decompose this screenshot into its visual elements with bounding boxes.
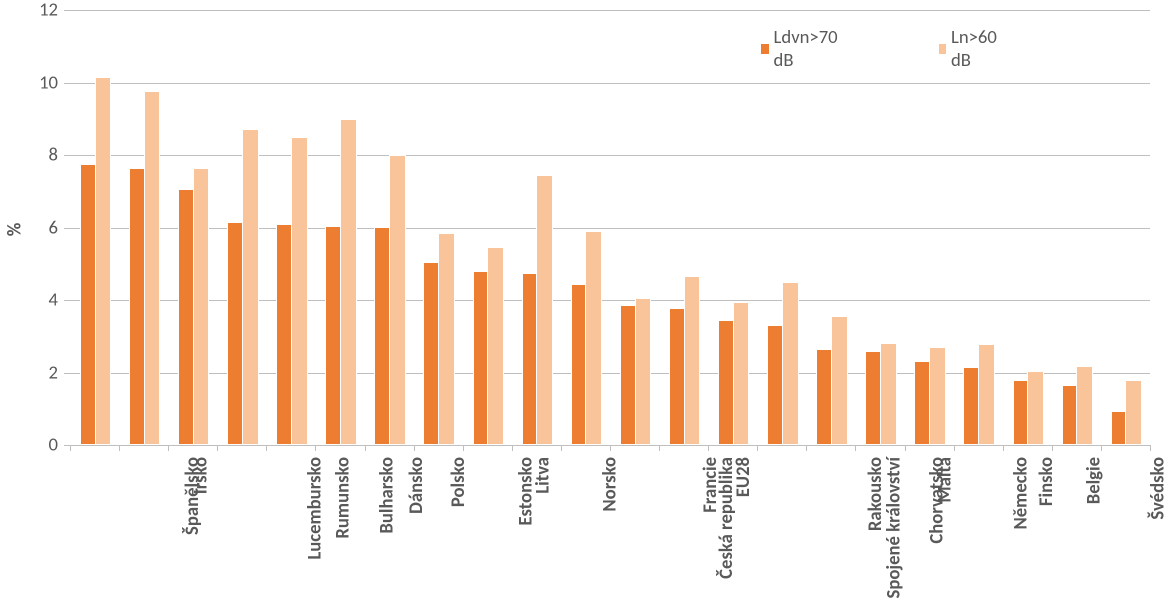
bar-ln-60-db (193, 168, 210, 446)
x-tick-label: Lucembursko (303, 457, 326, 560)
x-tick-mark (365, 445, 366, 451)
x-tick-label: Rumunsko (331, 457, 354, 539)
bar-ln-60-db (1125, 380, 1142, 445)
bar-ln-60-db (929, 347, 946, 445)
x-tick-label: Švédsko (1147, 457, 1170, 520)
bar-ln-60-db (291, 137, 308, 445)
y-axis-title: % (3, 222, 26, 236)
bar-ln-60-db (585, 231, 602, 445)
bar-ln-60-db (340, 119, 357, 445)
x-tick-mark (708, 445, 709, 451)
x-tick-mark (512, 445, 513, 451)
x-tick-mark (315, 445, 316, 451)
x-tick-label: Finsko (1035, 457, 1058, 506)
bar-ln-60-db (1076, 366, 1093, 445)
x-tick-label: Bulharsko (375, 457, 398, 534)
bar-ln-60-db (438, 233, 455, 445)
bar-ln-60-db (389, 155, 406, 445)
legend-label: Ldvn>70 dB (774, 26, 841, 72)
x-tick-label: Francie (698, 457, 721, 513)
x-tick-mark (266, 445, 267, 451)
bar-ln-60-db (536, 175, 553, 445)
bar-ln-60-db (831, 316, 848, 445)
bar-ln-60-db (487, 247, 504, 445)
bar-ln-60-db (1027, 371, 1044, 446)
bar-ln-60-db (95, 77, 112, 445)
bar-ln-60-db (635, 298, 652, 445)
legend-swatch (938, 43, 947, 55)
x-tick-mark (757, 445, 758, 451)
x-tick-label: Dánsko (405, 457, 428, 514)
bar-ln-60-db (782, 282, 799, 445)
x-tick-label: Litva (532, 457, 555, 494)
x-tick-label: Malta (934, 457, 957, 503)
bar-ln-60-db (880, 343, 897, 445)
x-tick-mark (414, 445, 415, 451)
y-tick-label: 2 (0, 361, 58, 384)
x-tick-mark (1003, 445, 1004, 451)
bar-ln-60-db (733, 302, 750, 445)
bar-ln-60-db (684, 276, 701, 445)
x-tick-mark (1150, 445, 1151, 451)
x-tick-label: Belgie (1083, 457, 1106, 504)
bar-ln-60-db (978, 344, 995, 445)
x-tick-mark (855, 445, 856, 451)
x-tick-label: Rakousko (864, 457, 887, 531)
x-tick-mark (70, 445, 71, 451)
x-tick-mark (659, 445, 660, 451)
legend-item: Ldvn>70 dB (760, 26, 840, 72)
x-tick-label: Irsko (189, 457, 212, 494)
x-tick-mark (119, 445, 120, 451)
y-tick-label: 4 (0, 289, 58, 312)
y-tick-label: 8 (0, 144, 58, 167)
x-tick-label: Německo (1010, 457, 1033, 530)
x-tick-label: Norsko (599, 457, 622, 512)
x-tick-mark (168, 445, 169, 451)
x-tick-mark (1052, 445, 1053, 451)
bar-ln-60-db (242, 129, 259, 445)
x-tick-mark (610, 445, 611, 451)
x-tick-mark (905, 445, 906, 451)
x-tick-mark (217, 445, 218, 451)
x-tick-mark (1101, 445, 1102, 451)
x-tick-label: EU28 (732, 457, 755, 497)
x-tick-mark (954, 445, 955, 451)
y-tick-label: 12 (0, 0, 58, 22)
y-tick-label: 10 (0, 71, 58, 94)
legend-swatch (760, 43, 770, 55)
legend-label: Ln>60 dB (951, 26, 1000, 72)
x-tick-label: Polsko (447, 457, 470, 507)
plot-area (70, 10, 1150, 445)
x-tick-mark (561, 445, 562, 451)
bar-ln-60-db (144, 91, 161, 445)
chart-container: 024681012%ŠpanělskoIrskoLucemburskoRumun… (0, 0, 1170, 616)
legend-item: Ln>60 dB (938, 26, 1000, 72)
x-tick-mark (463, 445, 464, 451)
x-tick-mark (806, 445, 807, 451)
y-tick-label: 0 (0, 434, 58, 457)
